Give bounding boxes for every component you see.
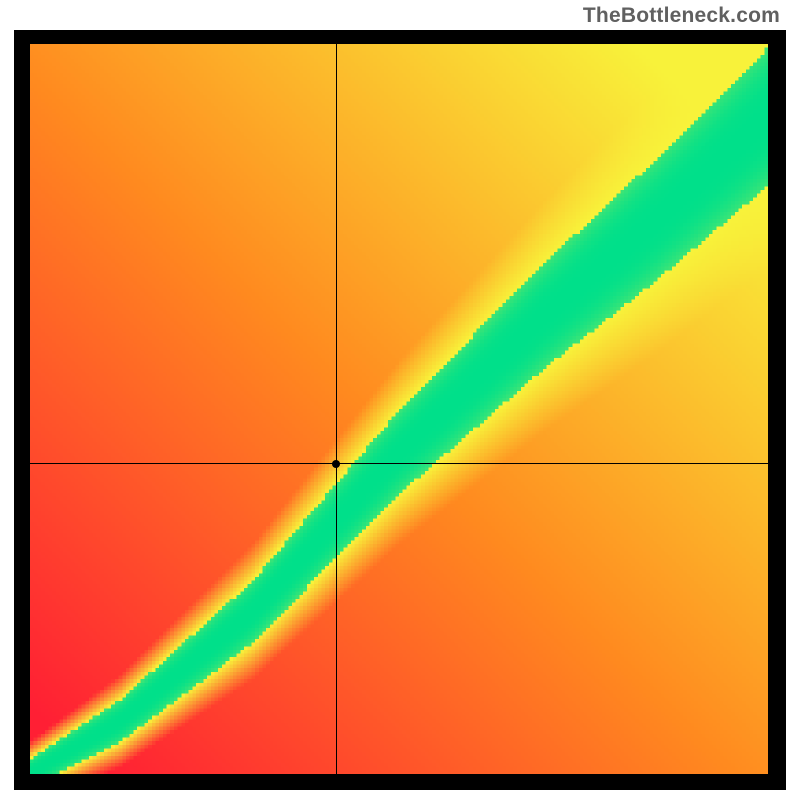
chart-frame (14, 30, 786, 790)
heatmap-canvas (30, 44, 768, 774)
attribution-text: TheBottleneck.com (583, 4, 780, 28)
figure-container: TheBottleneck.com (0, 0, 800, 800)
crosshair-vertical (336, 44, 337, 774)
marker-dot (332, 460, 340, 468)
crosshair-horizontal (30, 463, 768, 464)
